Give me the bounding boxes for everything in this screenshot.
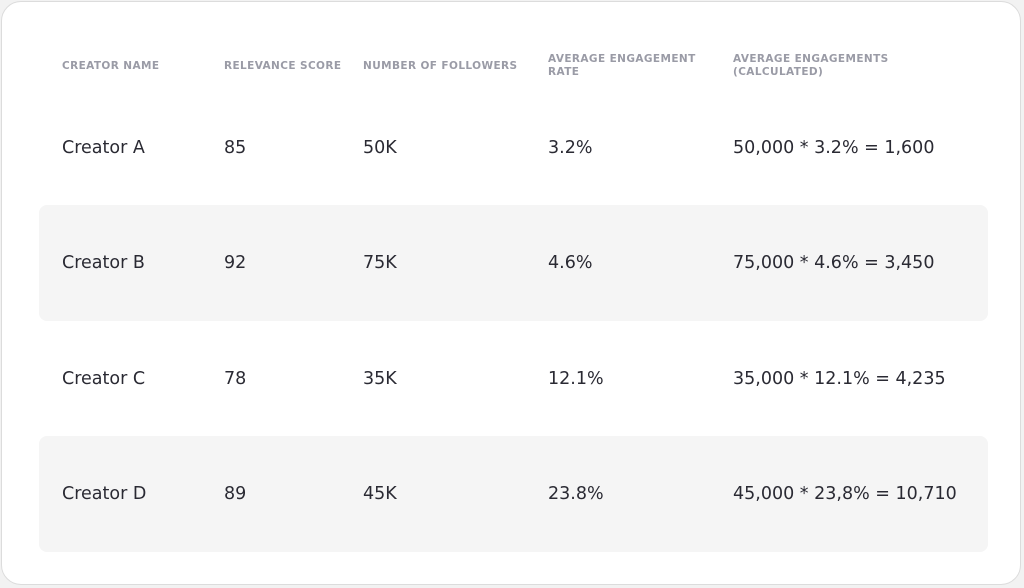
- engagement-rate-cell: 4.6%: [548, 253, 593, 273]
- engagements-calculated-cell: 50,000 * 3.2% = 1,600: [733, 138, 935, 158]
- creator-name-cell: Creator C: [62, 369, 146, 389]
- relevance-score-cell: 78: [224, 369, 247, 389]
- creator-name-cell: Creator A: [62, 138, 145, 158]
- header-number-of-followers: NUMBER OF FOLLOWERS: [363, 59, 518, 72]
- header-average-engagements-calculated: AVERAGE ENGAGEMENTS (CALCULATED): [733, 53, 889, 78]
- header-relevance-score: RELEVANCE SCORE: [224, 59, 342, 72]
- followers-cell: 75K: [363, 253, 397, 273]
- creator-name-cell: Creator B: [62, 253, 145, 273]
- creator-name-cell: Creator D: [62, 484, 147, 504]
- header-average-engagement-rate: AVERAGE ENGAGEMENT RATE: [548, 53, 696, 78]
- followers-cell: 45K: [363, 484, 397, 504]
- followers-cell: 35K: [363, 369, 397, 389]
- table-row: Creator D 89 45K 23.8% 45,000 * 23,8% = …: [39, 436, 988, 552]
- relevance-score-cell: 92: [224, 253, 247, 273]
- relevance-score-cell: 85: [224, 138, 247, 158]
- engagements-calculated-cell: 75,000 * 4.6% = 3,450: [733, 253, 935, 273]
- engagement-rate-cell: 3.2%: [548, 138, 593, 158]
- table-header: CREATOR NAME RELEVANCE SCORE NUMBER OF F…: [2, 2, 1020, 102]
- engagements-calculated-cell: 45,000 * 23,8% = 10,710: [733, 484, 957, 504]
- header-creator-name: CREATOR NAME: [62, 59, 160, 72]
- engagement-rate-cell: 12.1%: [548, 369, 604, 389]
- table-row: Creator C 78 35K 12.1% 35,000 * 12.1% = …: [39, 321, 988, 437]
- engagement-rate-cell: 23.8%: [548, 484, 604, 504]
- table-row: Creator B 92 75K 4.6% 75,000 * 4.6% = 3,…: [39, 205, 988, 321]
- table-row: Creator A 85 50K 3.2% 50,000 * 3.2% = 1,…: [39, 90, 988, 206]
- relevance-score-cell: 89: [224, 484, 247, 504]
- engagements-calculated-cell: 35,000 * 12.1% = 4,235: [733, 369, 946, 389]
- followers-cell: 50K: [363, 138, 397, 158]
